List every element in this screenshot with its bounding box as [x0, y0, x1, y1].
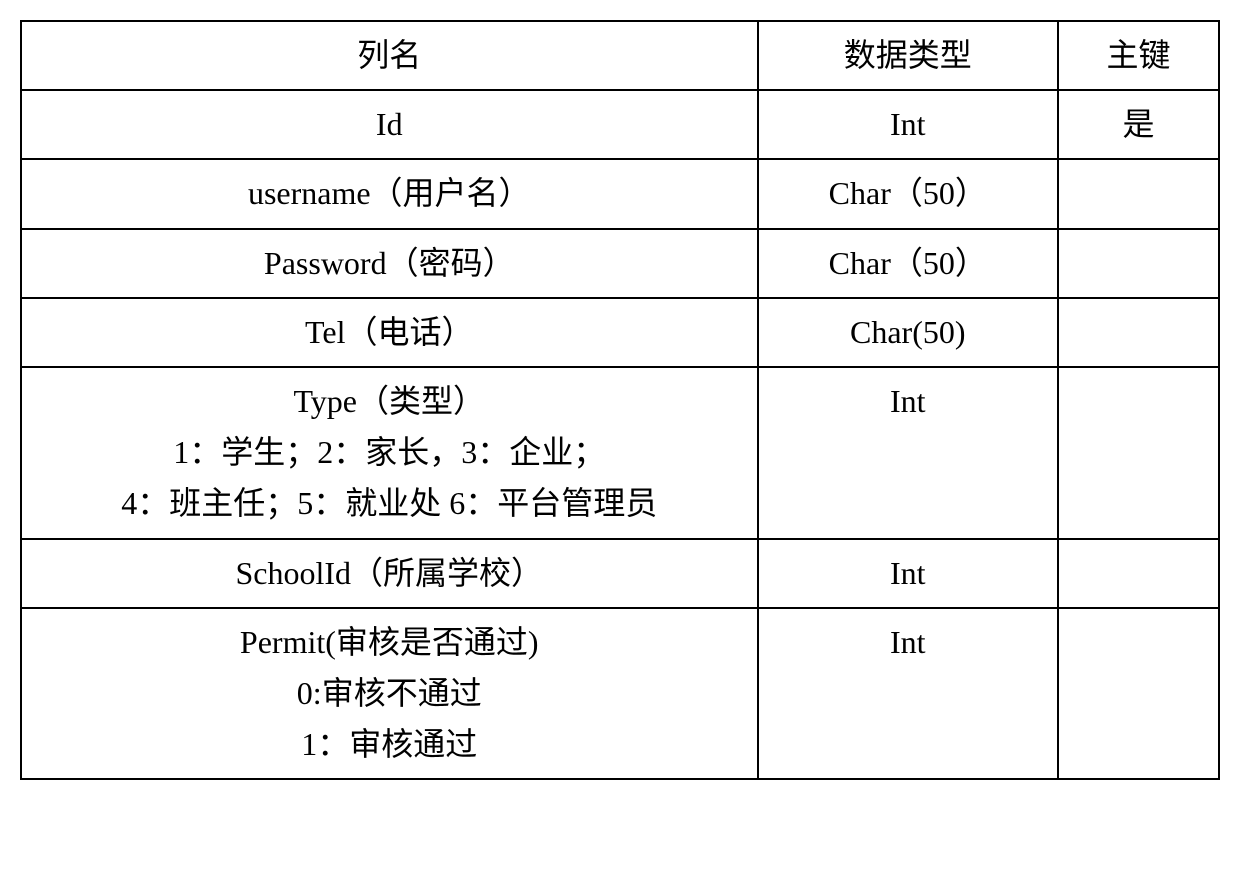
header-column-name: 列名 — [21, 21, 758, 90]
cell-key — [1058, 298, 1219, 367]
cell-name: Password（密码） — [21, 229, 758, 298]
cell-name: Id — [21, 90, 758, 159]
table-row: Permit(审核是否通过) 0:审核不通过 1：审核通过 Int — [21, 608, 1219, 780]
table-header-row: 列名 数据类型 主键 — [21, 21, 1219, 90]
cell-key — [1058, 159, 1219, 228]
cell-type: Int — [758, 367, 1058, 539]
header-data-type: 数据类型 — [758, 21, 1058, 90]
table-row: Id Int 是 — [21, 90, 1219, 159]
cell-name: Tel（电话） — [21, 298, 758, 367]
table-row: SchoolId（所属学校） Int — [21, 539, 1219, 608]
cell-type: Int — [758, 90, 1058, 159]
cell-type: Int — [758, 608, 1058, 780]
cell-key — [1058, 539, 1219, 608]
cell-name: Type（类型） 1：学生；2：家长，3：企业； 4：班主任；5：就业处 6：平… — [21, 367, 758, 539]
header-primary-key: 主键 — [1058, 21, 1219, 90]
cell-key — [1058, 229, 1219, 298]
cell-name: username（用户名） — [21, 159, 758, 228]
cell-key: 是 — [1058, 90, 1219, 159]
cell-key — [1058, 608, 1219, 780]
table-row: Type（类型） 1：学生；2：家长，3：企业； 4：班主任；5：就业处 6：平… — [21, 367, 1219, 539]
cell-type: Char（50） — [758, 159, 1058, 228]
cell-type: Int — [758, 539, 1058, 608]
cell-type: Char（50） — [758, 229, 1058, 298]
cell-type: Char(50) — [758, 298, 1058, 367]
table-row: username（用户名） Char（50） — [21, 159, 1219, 228]
cell-key — [1058, 367, 1219, 539]
table-row: Tel（电话） Char(50) — [21, 298, 1219, 367]
cell-name: SchoolId（所属学校） — [21, 539, 758, 608]
table-row: Password（密码） Char（50） — [21, 229, 1219, 298]
cell-name: Permit(审核是否通过) 0:审核不通过 1：审核通过 — [21, 608, 758, 780]
schema-table: 列名 数据类型 主键 Id Int 是 username（用户名） Char（5… — [20, 20, 1220, 780]
